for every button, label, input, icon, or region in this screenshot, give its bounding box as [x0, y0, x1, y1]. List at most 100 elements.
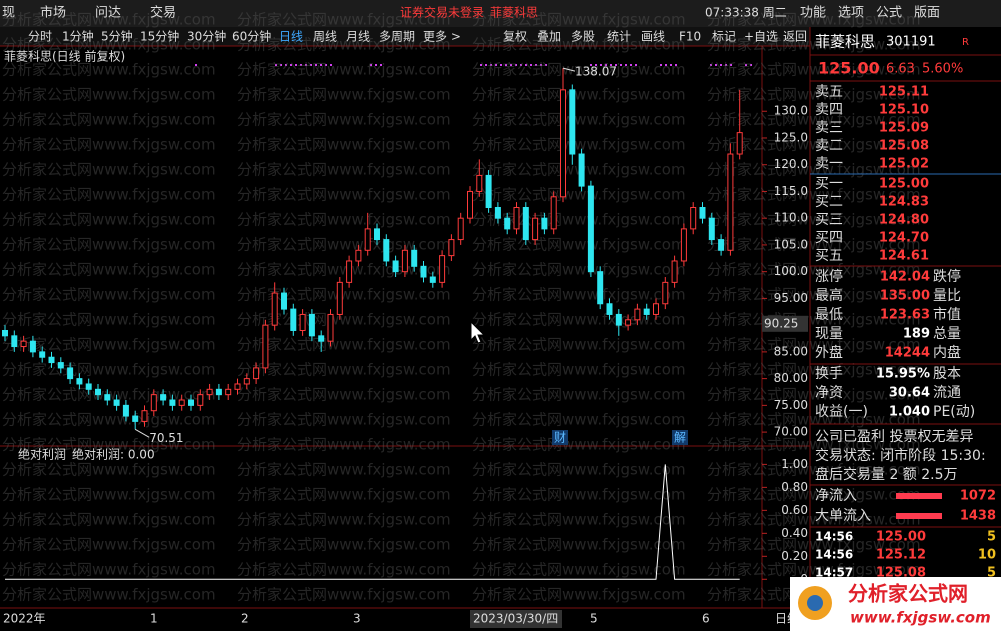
logo-name: 分析家公式网	[848, 582, 968, 606]
watermark: 分析家公式网www.fxjgsw.com	[707, 311, 921, 329]
tool-button[interactable]: 叠加	[537, 30, 561, 44]
logo-url: www.fxjgsw.com	[850, 609, 991, 627]
signal-dot	[730, 64, 732, 66]
candle-body	[178, 399, 185, 406]
menu-item[interactable]: 功能	[800, 6, 826, 21]
period-button[interactable]: 5分钟	[101, 29, 133, 44]
max-label: 138.07	[575, 65, 617, 79]
watermark: 分析家公式网www.fxjgsw.com	[2, 311, 216, 329]
period-button[interactable]: 1分钟	[62, 29, 94, 44]
menu-item[interactable]: 公式	[876, 6, 902, 21]
clock: 07:33:38 周二	[705, 6, 787, 20]
login-notice: 证券交易未登录	[400, 5, 484, 20]
candle-body	[494, 206, 501, 219]
signal-dot	[380, 64, 382, 66]
signal-dot	[660, 64, 662, 66]
stat-value: 123.63	[880, 308, 930, 323]
stock-name: 菲菱科思	[815, 33, 875, 51]
candle-body	[150, 394, 157, 412]
watermark: 分析家公式网www.fxjgsw.com	[237, 186, 451, 204]
watermark: 分析家公式网www.fxjgsw.com	[2, 211, 216, 229]
candle-body	[383, 239, 390, 262]
event-box	[552, 430, 568, 445]
book-label: 卖一	[815, 156, 843, 172]
event-box	[672, 430, 688, 445]
watermark: 分析家公式网www.fxjgsw.com	[237, 86, 451, 104]
menu-item[interactable]: 交易	[150, 5, 176, 21]
tool-button[interactable]: 复权	[503, 30, 527, 44]
candle-body	[634, 308, 641, 321]
watermark: 分析家公式网www.fxjgsw.com	[472, 436, 686, 454]
watermark: 分析家公式网www.fxjgsw.com	[707, 286, 921, 304]
tool-button[interactable]: 返回	[783, 30, 807, 44]
y-tick-label: 0.40	[781, 526, 808, 540]
info-line: 交易状态: 闭市阶段 15:30:	[815, 447, 986, 464]
watermark: 分析家公式网www.fxjgsw.com	[472, 186, 686, 204]
watermark: 分析家公式网www.fxjgsw.com	[707, 461, 921, 479]
candle-body	[318, 335, 325, 342]
watermark: 分析家公式网www.fxjgsw.com	[472, 561, 686, 579]
tool-button[interactable]: F10	[679, 30, 701, 44]
period-button[interactable]: 分时	[28, 30, 52, 44]
period-button[interactable]: 更多 >	[423, 30, 461, 44]
tool-button[interactable]: 画线	[641, 30, 665, 44]
menu-item[interactable]: 市场	[40, 5, 66, 21]
tool-button[interactable]: 统计	[607, 30, 631, 44]
period-button[interactable]: 30分钟	[187, 29, 226, 44]
menu-item[interactable]: 问达	[95, 6, 121, 21]
watermark: 分析家公式网www.fxjgsw.com	[472, 511, 686, 529]
watermark: 分析家公式网www.fxjgsw.com	[472, 111, 686, 129]
period-button[interactable]: 60分钟	[232, 29, 271, 44]
book-label: 卖五	[815, 84, 843, 100]
stat-label: 净资	[815, 385, 843, 401]
tick-price: 125.08	[876, 566, 926, 581]
candle-body	[48, 356, 55, 364]
signal-dot	[485, 64, 487, 66]
stat-value: 1.040	[889, 405, 930, 420]
tool-button[interactable]: +自选	[744, 30, 778, 44]
candle-body	[85, 383, 92, 390]
watermark: 分析家公式网www.fxjgsw.com	[237, 311, 451, 329]
candle-body	[215, 388, 222, 396]
watermark: 分析家公式网www.fxjgsw.com	[707, 361, 921, 379]
candle-body	[197, 394, 204, 406]
watermark: 分析家公式网www.fxjgsw.com	[2, 11, 216, 29]
y-tick-label: 105.0	[774, 237, 808, 251]
period-button[interactable]: 15分钟	[140, 29, 179, 44]
tool-button[interactable]: 多股	[571, 30, 595, 44]
watermark: 分析家公式网www.fxjgsw.com	[2, 586, 216, 604]
watermark: 分析家公式网www.fxjgsw.com	[472, 61, 686, 79]
signal-dot	[665, 64, 667, 66]
candle-body	[327, 313, 334, 342]
candle-body	[653, 303, 659, 315]
signal-dot	[195, 64, 197, 66]
signal-dot	[600, 64, 602, 66]
y-tick-label: 125.0	[774, 130, 808, 144]
book-price: 125.11	[879, 85, 929, 100]
menu-item[interactable]: 现	[2, 6, 15, 21]
watermark: 分析家公式网www.fxjgsw.com	[707, 186, 921, 204]
y-tick-label: 1.00	[781, 457, 808, 471]
book-price: 125.08	[879, 139, 929, 154]
watermark: 分析家公式网www.fxjgsw.com	[237, 411, 451, 429]
period-button[interactable]: 周线	[313, 30, 337, 44]
menu-item[interactable]: 选项	[838, 6, 864, 21]
period-button[interactable]: 日线	[279, 30, 303, 44]
watermark: 分析家公式网www.fxjgsw.com	[2, 336, 216, 354]
book-label: 买三	[815, 212, 843, 228]
stat-label: 现量	[815, 326, 843, 342]
menu-item[interactable]: 版面	[914, 6, 940, 21]
watermark: 分析家公式网www.fxjgsw.com	[472, 236, 686, 254]
signal-dot	[750, 64, 752, 66]
period-button[interactable]: 多周期	[379, 30, 415, 44]
period-button[interactable]: 月线	[346, 30, 370, 44]
watermark: 分析家公式网www.fxjgsw.com	[237, 536, 451, 554]
signal-dot	[725, 64, 727, 66]
signal-dot	[670, 64, 672, 66]
stat-label: 股本	[933, 366, 961, 382]
tool-button[interactable]: 标记	[712, 30, 736, 44]
y-tick-label: 120.0	[774, 157, 808, 171]
signal-dot	[490, 64, 492, 66]
stock-code: 301191	[886, 35, 936, 50]
cursor-price-box	[762, 315, 808, 332]
